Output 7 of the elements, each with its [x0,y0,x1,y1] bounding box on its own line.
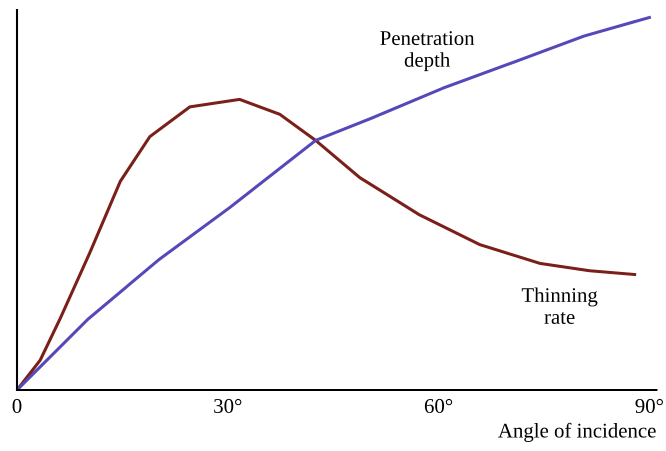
series-label: Thinning rate [522,287,598,324]
x-axis-title: Angle of incidence [498,422,656,442]
x-tick-label: 60° [424,398,452,413]
x-tick-label: 0 [12,398,22,413]
x-tick-label: 30° [214,398,242,413]
series-label: Penetration depth [380,31,474,72]
x-tick-label: 90° [635,398,663,413]
